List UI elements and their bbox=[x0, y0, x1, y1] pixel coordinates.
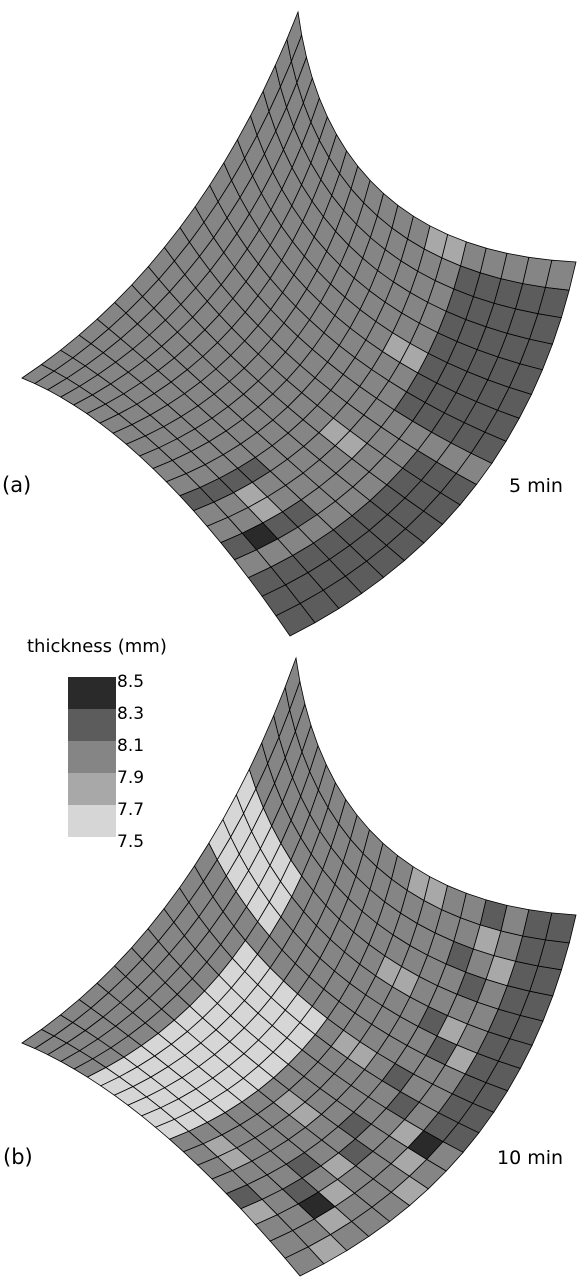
panel-a: (a) 5 min bbox=[2, 10, 577, 637]
legend-title: thickness (mm) bbox=[27, 636, 167, 657]
panel-label-a: (a) bbox=[2, 473, 31, 497]
mesh-cell bbox=[545, 912, 577, 944]
legend-tick: 8.3 bbox=[117, 704, 144, 724]
panel-label-b: (b) bbox=[3, 1145, 33, 1169]
legend-swatch bbox=[68, 773, 116, 805]
time-label-a: 5 min bbox=[509, 475, 563, 497]
thickness-mesh-b bbox=[21, 656, 577, 1277]
panel-b: (b) 10 min bbox=[3, 656, 577, 1277]
legend-swatch bbox=[68, 709, 116, 741]
legend-tick: 8.1 bbox=[117, 736, 144, 756]
legend-tick: 7.7 bbox=[117, 800, 144, 820]
thickness-mesh-a bbox=[21, 10, 577, 637]
thickness-legend: thickness (mm) 8.5 8.3 8.1 7.9 7.7 7.5 bbox=[27, 636, 167, 852]
legend-tick: 7.9 bbox=[117, 768, 144, 788]
legend-swatch bbox=[68, 741, 116, 773]
legend-swatches bbox=[68, 677, 116, 837]
legend-tick: 7.5 bbox=[117, 832, 144, 852]
mesh-cell bbox=[545, 259, 577, 291]
legend-swatch bbox=[68, 805, 116, 837]
legend-tick: 8.5 bbox=[117, 672, 144, 692]
legend-ticks: 8.5 8.3 8.1 7.9 7.7 7.5 bbox=[117, 672, 144, 852]
time-label-b: 10 min bbox=[497, 1147, 563, 1169]
legend-swatch bbox=[68, 677, 116, 709]
